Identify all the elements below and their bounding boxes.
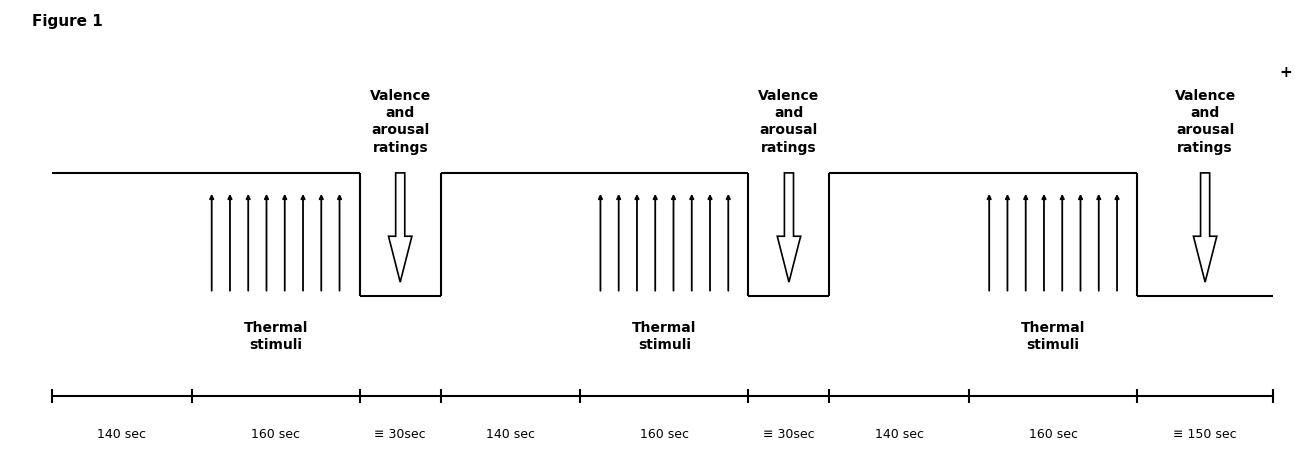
Polygon shape (388, 173, 412, 282)
Text: Valence
and
arousal
ratings: Valence and arousal ratings (370, 89, 431, 155)
Text: + POMS: + POMS (1280, 66, 1299, 80)
Text: ≡ 30sec: ≡ 30sec (763, 428, 814, 441)
Text: Thermal
stimuli: Thermal stimuli (1021, 321, 1085, 352)
Text: 140 sec: 140 sec (874, 428, 924, 441)
Text: 140 sec: 140 sec (97, 428, 147, 441)
Text: Valence
and
arousal
ratings: Valence and arousal ratings (759, 89, 820, 155)
Text: Valence
and
arousal
ratings: Valence and arousal ratings (1174, 89, 1235, 155)
Text: 160 sec: 160 sec (1029, 428, 1078, 441)
Text: 160 sec: 160 sec (640, 428, 688, 441)
Polygon shape (777, 173, 800, 282)
Text: ≡ 150 sec: ≡ 150 sec (1173, 428, 1237, 441)
Text: ≡ 30sec: ≡ 30sec (374, 428, 426, 441)
Text: Thermal
stimuli: Thermal stimuli (243, 321, 308, 352)
Text: 160 sec: 160 sec (251, 428, 300, 441)
Text: Figure 1: Figure 1 (32, 14, 103, 29)
Text: Thermal
stimuli: Thermal stimuli (633, 321, 696, 352)
Polygon shape (1194, 173, 1217, 282)
Text: 140 sec: 140 sec (486, 428, 535, 441)
